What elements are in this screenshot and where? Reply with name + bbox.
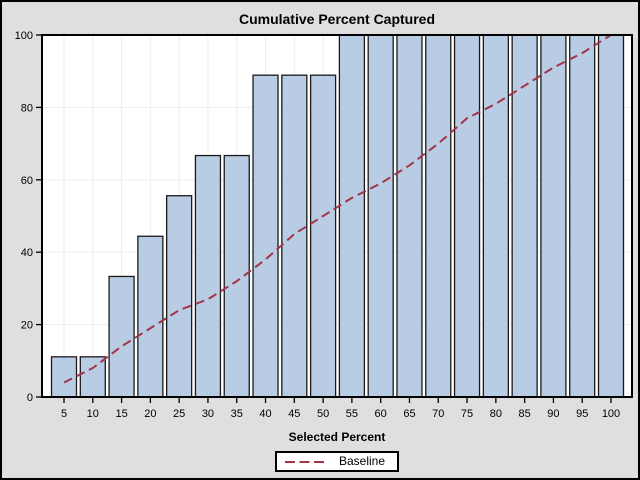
bar	[569, 34, 596, 398]
bar	[79, 356, 106, 398]
y-tick-label: 0	[27, 392, 33, 404]
x-tick-label: 40	[259, 408, 271, 420]
x-tick-label: 5	[61, 408, 67, 420]
x-tick-label: 30	[202, 408, 214, 420]
x-tick-label: 85	[519, 408, 531, 420]
bar	[252, 74, 279, 398]
chart-title: Cumulative Percent Captured	[238, 11, 436, 27]
x-tick-label: 80	[490, 408, 502, 420]
bar	[108, 275, 135, 398]
x-tick-label: 70	[432, 408, 444, 420]
bar	[223, 154, 250, 398]
bar	[281, 74, 308, 398]
x-tick-label: 65	[403, 408, 415, 420]
baseline-line	[63, 34, 612, 384]
x-tick-label: 15	[115, 408, 127, 420]
x-tick-label: 20	[144, 408, 156, 420]
x-tick-label: 100	[602, 408, 620, 420]
bar	[425, 34, 452, 398]
x-tick-label: 50	[317, 408, 329, 420]
x-tick-label: 95	[576, 408, 588, 420]
bar	[597, 34, 625, 398]
bar	[396, 34, 423, 398]
bar	[482, 34, 509, 398]
legend-label: Baseline	[338, 454, 386, 468]
x-tick-label: 75	[461, 408, 473, 420]
y-tick-label: 80	[21, 102, 33, 114]
bar	[511, 34, 538, 398]
x-tick-label: 60	[375, 408, 387, 420]
bar	[166, 195, 193, 398]
bar	[137, 235, 164, 398]
x-tick-label: 25	[173, 408, 185, 420]
legend: Baseline	[274, 451, 400, 472]
bar	[338, 34, 366, 398]
bar	[194, 154, 222, 398]
x-axis-label: Selected Percent	[288, 430, 386, 444]
x-tick-label: 10	[87, 408, 99, 420]
y-tick-label: 100	[15, 30, 33, 42]
plot-frame	[41, 34, 633, 398]
legend-container: Baseline	[42, 451, 632, 472]
x-tick-label: 55	[346, 408, 358, 420]
baseline-dash-icon	[284, 460, 327, 463]
y-tick-label: 20	[21, 320, 33, 332]
y-tick-label: 60	[21, 175, 33, 187]
x-tick-label: 35	[231, 408, 243, 420]
y-tick-label: 40	[21, 247, 33, 259]
x-tick-label: 45	[288, 408, 300, 420]
bar	[367, 34, 394, 398]
x-tick-label: 90	[547, 408, 559, 420]
bar	[453, 34, 481, 398]
bar	[50, 356, 78, 398]
bar	[309, 74, 337, 398]
bar	[540, 34, 567, 398]
